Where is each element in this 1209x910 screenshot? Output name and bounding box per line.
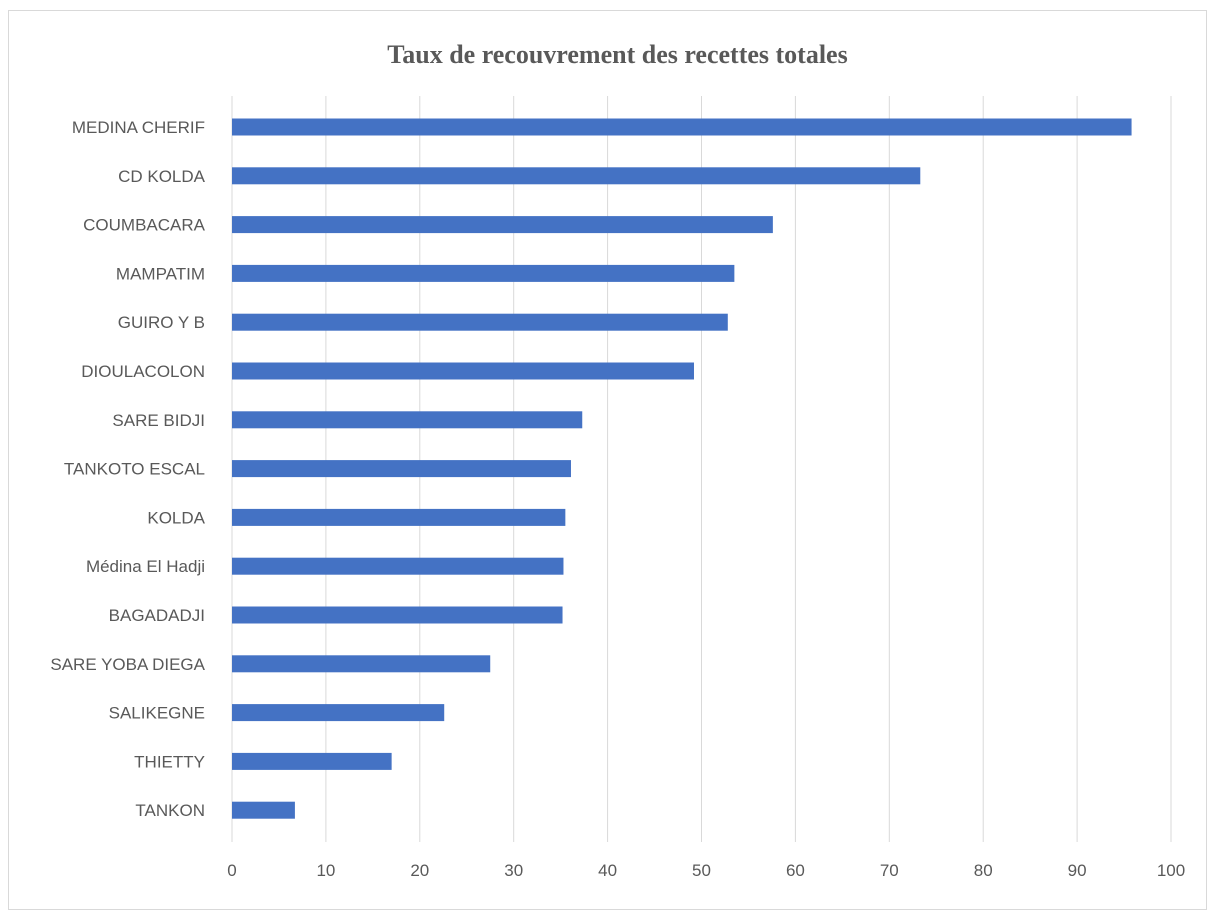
bar [232,362,694,380]
x-axis-ticks: 0 10 20 30 40 50 60 70 80 90 100 [227,861,1185,880]
chart-title: Taux de recouvrement des recettes totale… [387,40,848,69]
category-label: GUIRO Y B [118,313,205,332]
bar [232,460,571,478]
category-label: Médina El Hadji [86,557,205,576]
bar [232,655,491,673]
x-tick-label: 30 [504,861,523,880]
x-tick-label: 90 [1068,861,1087,880]
bar [232,216,773,234]
x-tick-label: 70 [880,861,899,880]
category-labels: MEDINA CHERIF CD KOLDA COUMBACARA MAMPATIM G… [50,118,205,820]
bar [232,118,1132,136]
category-label: MAMPATIM [116,264,205,283]
category-label: DIOULACOLON [81,362,205,381]
bar [232,801,295,819]
bar [232,704,445,722]
category-label: KOLDA [147,508,205,527]
x-tick-label: 40 [598,861,617,880]
category-label: MEDINA CHERIF [72,118,205,137]
x-tick-label: 50 [692,861,711,880]
bar [232,411,583,429]
bars [232,118,1132,819]
bar [232,264,735,282]
x-tick-label: 0 [227,861,236,880]
category-label: THIETTY [134,752,205,771]
bar [232,508,566,526]
x-tick-label: 10 [316,861,335,880]
bar [232,752,392,770]
bar [232,167,921,185]
category-label: SARE YOBA DIEGA [50,655,205,674]
category-label: CD KOLDA [118,167,206,186]
category-label: SARE BIDJI [112,411,205,430]
category-label: TANKOTO ESCAL [64,460,205,479]
x-tick-label: 20 [410,861,429,880]
bar [232,313,728,331]
category-label: SALIKEGNE [109,704,205,723]
x-tick-label: 80 [974,861,993,880]
category-label: TANKON [135,801,205,820]
bar [232,606,563,624]
category-label: COUMBACARA [83,216,206,235]
category-label: BAGADADJI [109,606,205,625]
bar [232,557,564,575]
x-tick-label: 60 [786,861,805,880]
x-tick-label: 100 [1157,861,1185,880]
